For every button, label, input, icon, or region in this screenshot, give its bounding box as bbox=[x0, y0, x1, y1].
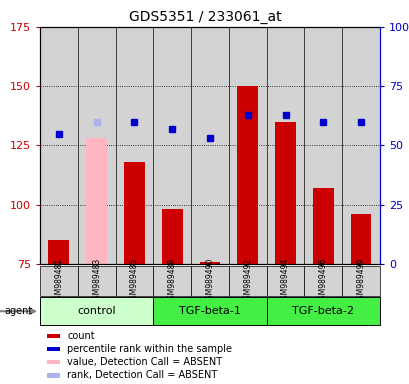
Bar bbox=[115, 27, 153, 264]
Bar bbox=[47, 360, 60, 364]
Bar bbox=[153, 27, 191, 264]
Bar bbox=[342, 266, 379, 296]
Bar bbox=[78, 266, 115, 296]
Bar bbox=[304, 27, 342, 264]
Bar bbox=[115, 266, 153, 296]
Text: value, Detection Call = ABSENT: value, Detection Call = ABSENT bbox=[67, 357, 222, 367]
Text: rank, Detection Call = ABSENT: rank, Detection Call = ABSENT bbox=[67, 371, 217, 381]
Bar bbox=[40, 266, 78, 296]
Bar bbox=[237, 86, 258, 264]
Bar bbox=[86, 138, 107, 264]
Text: GSM989488: GSM989488 bbox=[167, 258, 176, 304]
Text: percentile rank within the sample: percentile rank within the sample bbox=[67, 344, 231, 354]
Bar bbox=[266, 27, 304, 264]
Bar bbox=[266, 297, 379, 325]
Text: GDS5351 / 233061_at: GDS5351 / 233061_at bbox=[128, 10, 281, 23]
Bar bbox=[47, 373, 60, 377]
Bar bbox=[350, 214, 371, 264]
Bar bbox=[40, 27, 78, 264]
Text: TGF-beta-1: TGF-beta-1 bbox=[179, 306, 240, 316]
Bar bbox=[191, 27, 228, 264]
Bar bbox=[47, 334, 60, 338]
Text: GSM989483: GSM989483 bbox=[92, 258, 101, 304]
Text: agent: agent bbox=[4, 306, 32, 316]
Bar bbox=[228, 27, 266, 264]
Bar bbox=[78, 27, 115, 264]
Text: GSM989490: GSM989490 bbox=[205, 258, 214, 304]
Text: GSM989496: GSM989496 bbox=[318, 258, 327, 304]
Bar bbox=[274, 122, 295, 264]
Text: control: control bbox=[77, 306, 116, 316]
Bar bbox=[304, 266, 342, 296]
Bar bbox=[199, 262, 220, 264]
Text: TGF-beta-2: TGF-beta-2 bbox=[292, 306, 353, 316]
Bar bbox=[191, 266, 228, 296]
Bar bbox=[47, 347, 60, 351]
Text: count: count bbox=[67, 331, 94, 341]
Bar bbox=[153, 266, 191, 296]
Bar bbox=[266, 266, 304, 296]
Bar bbox=[342, 27, 379, 264]
Bar bbox=[153, 297, 266, 325]
Text: GSM989494: GSM989494 bbox=[281, 258, 289, 304]
Bar bbox=[40, 297, 153, 325]
Text: GSM989485: GSM989485 bbox=[130, 258, 139, 304]
Bar bbox=[124, 162, 144, 264]
Bar bbox=[228, 266, 266, 296]
Text: GSM989499: GSM989499 bbox=[356, 258, 365, 304]
Text: GSM989492: GSM989492 bbox=[243, 258, 252, 304]
Text: GSM989481: GSM989481 bbox=[54, 258, 63, 304]
Bar bbox=[312, 188, 333, 264]
Bar bbox=[162, 209, 182, 264]
Bar bbox=[48, 240, 69, 264]
